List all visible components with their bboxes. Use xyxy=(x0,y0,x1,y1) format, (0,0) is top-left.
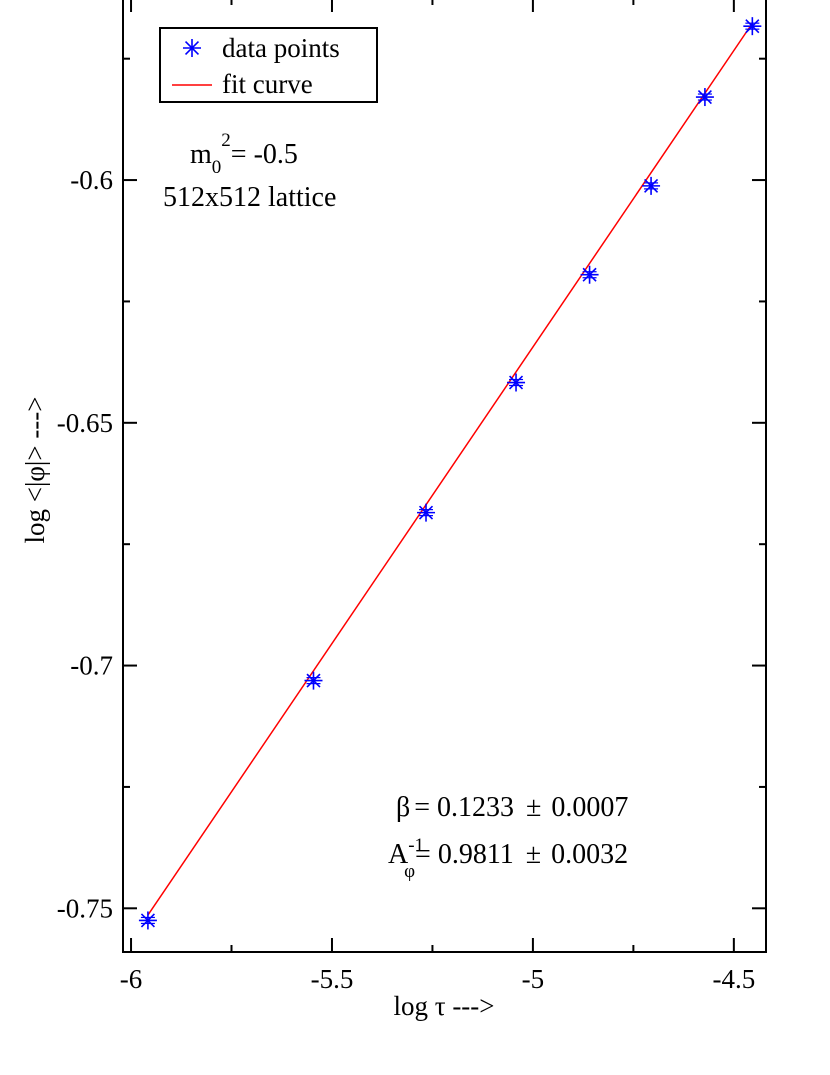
amplitude-annotation: A-1 φ= 0.9811 ±0.0032 xyxy=(388,835,628,882)
beta-error: 0.0007 xyxy=(551,792,628,823)
legend-label-fit-curve: fit curve xyxy=(222,69,313,99)
axis-ticks xyxy=(123,0,766,952)
mass-value: = -0.5 xyxy=(231,139,298,170)
tick-labels: -6 -5.5 -5 -4.5 -0.75 -0.7 -0.65 -0.6 xyxy=(57,165,755,994)
legend-asterisk-icon xyxy=(183,39,201,57)
x-axis-label: log τ ---> xyxy=(393,991,494,1021)
series-layer xyxy=(138,17,762,930)
y-axis-label: log <|φ|> ---> xyxy=(20,396,50,543)
amp-superscript: -1 xyxy=(408,835,424,856)
y-tick-label: -0.7 xyxy=(70,651,113,681)
beta-annotation: β = 0.1233 ±0.0007 xyxy=(396,792,628,823)
data-point xyxy=(507,373,526,392)
mass-base: m xyxy=(190,139,212,170)
x-tick-label: -5 xyxy=(522,964,545,994)
lattice-annotation: 512x512 lattice xyxy=(163,182,336,213)
mass-annotation: m0 2= -0.5 xyxy=(190,130,298,178)
amp-pm: ± xyxy=(526,839,541,870)
x-tick-label: -5.5 xyxy=(311,964,354,994)
beta-symbol: β xyxy=(396,792,410,823)
data-point xyxy=(417,503,436,522)
x-tick-label: -6 xyxy=(120,964,143,994)
plot-frame xyxy=(122,0,767,953)
data-point xyxy=(304,671,323,690)
data-point xyxy=(642,176,661,195)
legend: data points fit curve xyxy=(159,27,378,103)
beta-value: = 0.1233 xyxy=(414,792,514,823)
data-point xyxy=(580,265,599,284)
y-tick-label: -0.65 xyxy=(57,408,113,438)
fit-curve-line xyxy=(147,22,753,916)
amp-base: A xyxy=(388,839,409,870)
data-point xyxy=(138,911,157,930)
mass-superscript: 2 xyxy=(221,130,231,151)
y-tick-label: -0.75 xyxy=(57,893,113,923)
beta-pm: ± xyxy=(526,792,541,823)
legend-box xyxy=(159,27,378,103)
x-tick-label: -4.5 xyxy=(712,964,755,994)
mass-subscript: 0 xyxy=(212,157,222,178)
y-tick-label: -0.6 xyxy=(70,165,113,195)
legend-label-data-points: data points xyxy=(222,33,340,63)
amp-subscript: φ xyxy=(404,861,415,882)
amp-error: 0.0032 xyxy=(551,839,628,870)
data-point xyxy=(695,88,714,107)
data-point xyxy=(743,17,762,36)
amp-value: = 0.9811 xyxy=(415,839,514,870)
legend-marker-data-points xyxy=(183,39,201,57)
